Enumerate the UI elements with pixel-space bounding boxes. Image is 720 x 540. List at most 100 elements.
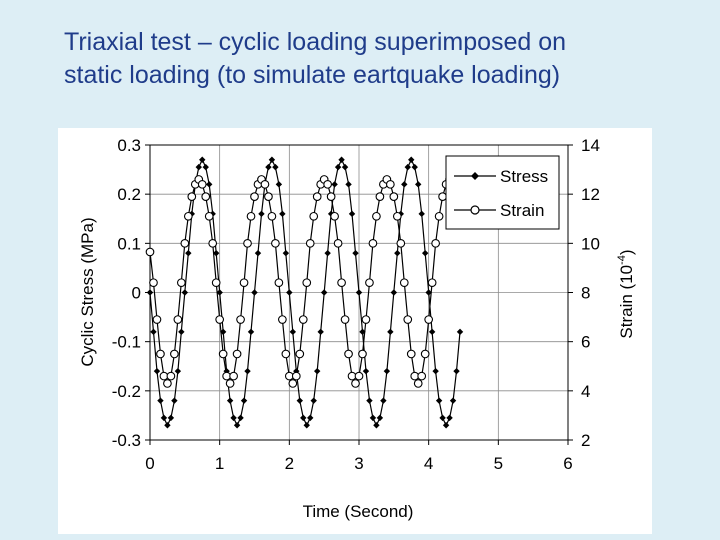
y2-axis-label-main: Strain (10	[617, 265, 636, 339]
stress-point	[164, 422, 171, 429]
strain-point	[176, 278, 186, 288]
y-tick-label: -0.2	[112, 382, 141, 401]
y2-tick-labels: 14 12 10 8 6 4 2	[581, 136, 600, 450]
stress-point	[300, 414, 307, 422]
strain-point	[236, 315, 245, 324]
stress-point	[345, 181, 352, 188]
stress-point	[376, 414, 384, 422]
stress-point	[390, 289, 398, 296]
strain-point	[264, 192, 273, 201]
y-tick-label: 0.2	[117, 185, 141, 204]
legend-strain-marker	[470, 205, 480, 215]
strain-point	[417, 371, 427, 381]
slide-title-line-1: Triaxial test – cyclic loading superimpo…	[64, 28, 567, 56]
strain-point	[365, 278, 374, 288]
stress-point	[150, 328, 157, 336]
y-tick-label: 0.1	[117, 234, 141, 253]
strain-point	[201, 192, 211, 201]
strain-point	[288, 379, 298, 388]
stress-point	[230, 414, 237, 422]
strain-point	[309, 211, 319, 221]
strain-point	[354, 371, 364, 381]
stress-point	[216, 289, 223, 296]
strain-point	[351, 379, 360, 388]
stress-point	[387, 328, 394, 336]
strain-point	[152, 315, 162, 324]
y2-axis-label: Strain (10-4)	[616, 249, 636, 338]
strain-series	[145, 175, 465, 388]
strain-point	[312, 192, 322, 201]
strain-point	[330, 211, 339, 221]
strain-point	[163, 379, 172, 388]
stress-point	[258, 210, 265, 218]
strain-point	[372, 211, 381, 221]
stress-point	[233, 422, 241, 429]
legend: Stress Strain	[445, 155, 560, 230]
strain-point	[340, 315, 350, 324]
strain-point	[389, 192, 399, 201]
stress-point	[380, 397, 387, 404]
stress-point	[401, 181, 408, 188]
x-tick-label: 5	[494, 454, 503, 473]
strain-point	[326, 192, 336, 201]
stress-point	[240, 397, 248, 404]
stress-point	[408, 156, 415, 163]
strain-point	[361, 315, 371, 324]
stress-point	[338, 156, 345, 163]
strain-point	[396, 238, 406, 248]
stress-point	[425, 289, 432, 296]
stress-point	[275, 181, 283, 188]
strain-point	[291, 371, 301, 381]
strain-point	[323, 179, 333, 189]
strain-point	[424, 315, 434, 324]
stress-point	[418, 210, 425, 218]
stress-point	[268, 156, 276, 163]
stress-point	[195, 163, 202, 171]
strain-point	[274, 278, 284, 288]
x-axis-label: Time (Second)	[303, 502, 414, 521]
strain-point	[149, 278, 158, 288]
strain-point	[243, 238, 252, 248]
stress-point	[181, 289, 189, 296]
strain-point	[333, 238, 343, 248]
stress-point	[369, 414, 377, 422]
strain-point	[156, 349, 165, 359]
stress-point	[153, 367, 161, 375]
stress-point	[157, 397, 164, 404]
x-tick-label: 0	[145, 454, 154, 473]
stress-point	[320, 289, 328, 296]
stress-point	[404, 163, 411, 171]
stress-point	[286, 289, 293, 296]
slide-title: Triaxial test – cyclic loading superimpo…	[64, 26, 704, 92]
stress-point	[247, 328, 255, 336]
y-tick-labels: 0.3 0.2 0.1 0 -0.1 -0.2 -0.3	[112, 136, 141, 450]
stress-point	[355, 289, 363, 296]
strain-point	[420, 349, 430, 359]
strain-point	[225, 379, 235, 388]
stress-point	[449, 397, 457, 404]
strain-point	[166, 371, 176, 381]
strain-point	[208, 238, 218, 248]
stress-point	[383, 367, 391, 375]
stress-point	[160, 414, 168, 422]
stress-point	[334, 163, 342, 171]
y-tick-label: 0	[132, 284, 141, 303]
strain-point	[344, 349, 353, 359]
legend-strain-label: Strain	[500, 201, 544, 220]
strain-point	[211, 278, 221, 288]
y2-tick-label: 6	[581, 333, 590, 352]
stress-point	[244, 367, 251, 375]
strain-point	[260, 179, 270, 189]
strain-point	[438, 192, 447, 201]
strain-point	[246, 211, 256, 221]
stress-point	[394, 249, 401, 257]
strain-point	[298, 315, 308, 324]
strain-point	[295, 349, 305, 359]
stress-point	[362, 367, 370, 375]
stress-point	[341, 163, 349, 171]
stress-point	[432, 367, 439, 375]
strain-point	[145, 247, 155, 257]
stress-point	[366, 397, 373, 404]
y2-tick-label: 10	[581, 234, 600, 253]
